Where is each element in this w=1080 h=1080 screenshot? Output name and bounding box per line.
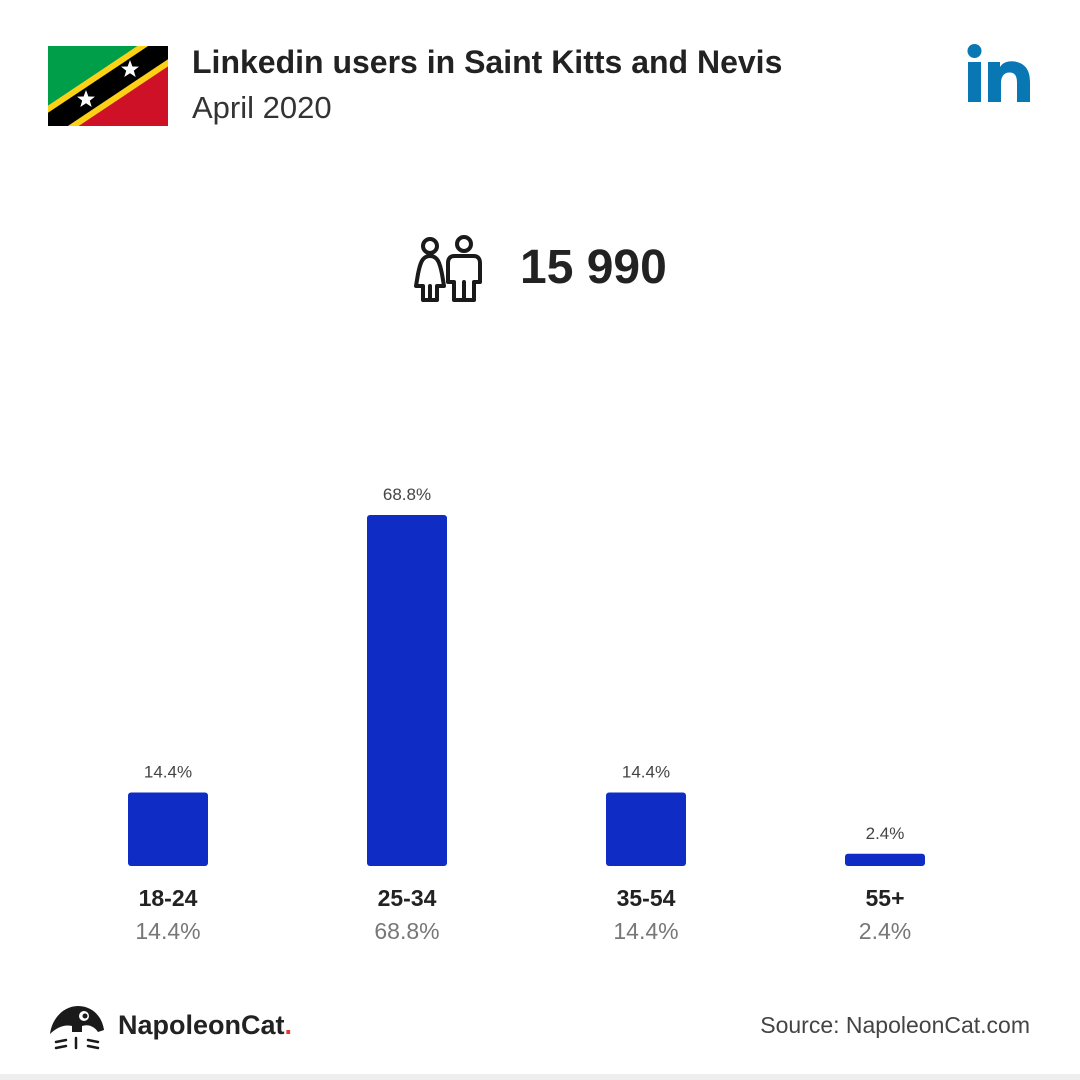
category-label: 25-34 — [378, 885, 437, 911]
linkedin-icon — [967, 44, 1030, 102]
bar-35-54 — [606, 792, 686, 866]
category-percentage: 68.8% — [374, 918, 439, 944]
saint-kitts-and-nevis-flag-icon — [48, 46, 168, 126]
people-icon — [414, 235, 482, 302]
category-percentage: 2.4% — [859, 918, 911, 944]
category-label: 55+ — [865, 885, 904, 911]
bottom-strip — [0, 1074, 1080, 1080]
page-title: Linkedin users in Saint Kitts and Nevis — [192, 44, 783, 80]
source-credit: Source: NapoleonCat.com — [760, 1012, 1030, 1038]
total-users-value: 15 990 — [520, 241, 667, 294]
bar-value-label: 68.8% — [383, 485, 431, 504]
bar-value-label: 14.4% — [622, 763, 670, 782]
category-percentage: 14.4% — [613, 918, 678, 944]
napoleoncat-logo-icon — [50, 1006, 104, 1050]
category-label: 18-24 — [139, 885, 198, 911]
page-subtitle: April 2020 — [192, 90, 332, 125]
bar-value-label: 14.4% — [144, 763, 192, 782]
category-percentage: 14.4% — [135, 918, 200, 944]
category-label: 35-54 — [617, 885, 676, 911]
bar-25-34 — [367, 515, 447, 866]
bar-value-label: 2.4% — [866, 824, 905, 843]
brand-name-text: NapoleonCat — [118, 1010, 285, 1040]
bar-55+ — [845, 853, 925, 866]
bar-18-24 — [128, 792, 208, 866]
brand-dot: . — [284, 1010, 293, 1040]
brand-name: NapoleonCat. — [118, 1010, 292, 1041]
